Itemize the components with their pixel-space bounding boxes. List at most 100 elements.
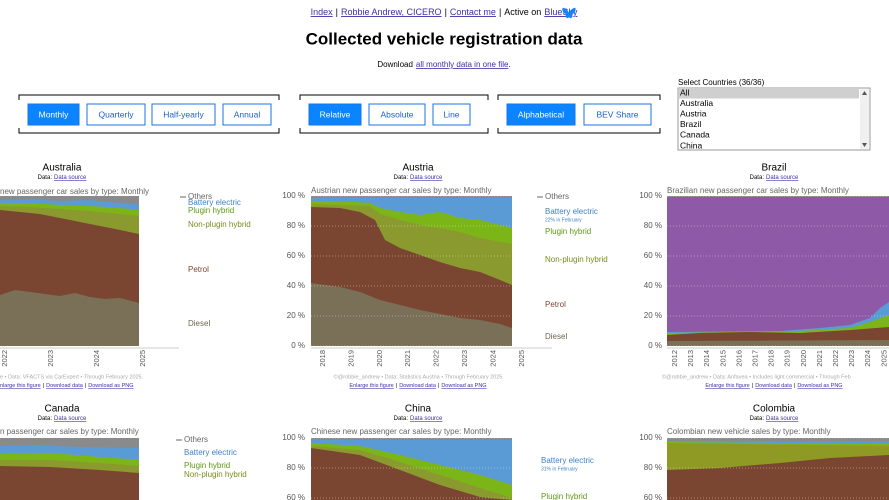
y-tick-label: 100 % <box>639 433 662 442</box>
download-link[interactable]: all monthly data in one file <box>416 60 509 69</box>
source-link[interactable]: Data source <box>54 175 87 181</box>
panel-link[interactable]: Download as PNG <box>441 383 486 389</box>
panel-footer: e • Data: VFACTS via CarExpert • Through… <box>0 374 142 380</box>
toggle-button[interactable] <box>368 103 426 126</box>
source-label: Data: <box>750 175 765 181</box>
x-tick-label: 2019 <box>783 350 792 367</box>
panel-link[interactable]: Enlarge this figure <box>349 383 393 389</box>
toggle-button[interactable] <box>222 103 272 126</box>
x-tick-label: 2012 <box>670 350 679 367</box>
x-tick-label: 2024 <box>92 350 101 367</box>
source-link[interactable]: Data source <box>54 416 87 422</box>
toggle-button-label[interactable]: Monthly <box>39 109 70 119</box>
panel-title: Australia <box>43 163 82 174</box>
panel-link[interactable]: Download as PNG <box>88 383 133 389</box>
legend-label: Non-plugin hybrid <box>545 255 608 264</box>
panel-footer: ©@robbie_andrew • Data: Statistics Austr… <box>334 373 503 380</box>
panel-subtitle: Colombian new vehicle sales by type: Mon… <box>667 427 831 436</box>
panel-subtitle: n passenger car sales by type: Monthly <box>0 427 139 436</box>
select-option[interactable]: Austria <box>680 108 707 118</box>
toggle-button[interactable] <box>86 103 146 126</box>
panel-links: Enlarge this figure | Download data | Downlo… <box>349 383 486 389</box>
y-tick-label: 40 % <box>644 281 662 290</box>
legend-label: Plugin hybrid <box>184 461 230 470</box>
toggle-button-label[interactable]: Line <box>443 109 459 119</box>
y-tick-label: 100 % <box>282 433 305 442</box>
toggle-button[interactable] <box>27 103 80 126</box>
x-tick-label: 2025 <box>517 350 526 367</box>
toggle-button-label[interactable]: Relative <box>320 109 351 119</box>
panel-link[interactable]: Enlarge this figure <box>705 383 749 389</box>
panel-title: Colombia <box>753 404 796 415</box>
y-tick-label: 0 % <box>648 341 662 350</box>
legend-label: Diesel <box>545 332 567 341</box>
panel-source: Data: Data source <box>394 175 443 181</box>
panel-title: Canada <box>44 404 79 415</box>
y-tick-label: 0 % <box>291 341 305 350</box>
legend-label: Battery electric <box>545 207 598 216</box>
toggle-button[interactable] <box>432 103 471 126</box>
toggle-button-label[interactable]: Half-yearly <box>163 109 204 119</box>
panel-link[interactable]: Download data <box>755 383 793 389</box>
panel-subtitle: Chinese new passenger car sales by type:… <box>311 427 492 436</box>
source-link[interactable]: Data source <box>766 175 799 181</box>
area-colombia <box>667 438 889 500</box>
toggle-button[interactable] <box>506 103 576 126</box>
panel-footer: ©@robbie_andrew • Data: Anfavea • Includ… <box>662 373 851 380</box>
nav-link[interactable]: Index <box>311 7 334 17</box>
x-tick-label: 2017 <box>750 350 759 367</box>
select-label: Select Countries (36/36) <box>678 78 765 87</box>
x-tick-label: 2023 <box>847 350 856 367</box>
toggle-button-label[interactable]: Absolute <box>380 109 413 119</box>
y-tick-label: 60 % <box>644 251 662 260</box>
nav-separator: | <box>336 7 338 17</box>
legend-label: Others <box>188 192 212 201</box>
select-option[interactable]: Canada <box>680 130 710 140</box>
source-link[interactable]: Data source <box>410 416 443 422</box>
y-tick-label: 100 % <box>639 191 662 200</box>
toggle-button-label[interactable]: BEV Share <box>596 109 638 119</box>
page-title: Collected vehicle registration data <box>306 29 583 48</box>
x-tick-label: 2022 <box>831 350 840 367</box>
nav-link[interactable]: Robbie Andrew, CICERO <box>341 7 442 17</box>
legend-label: Non-plugin hybrid <box>184 470 247 479</box>
toggle-button[interactable] <box>308 103 362 126</box>
toggle-button-label[interactable]: Alphabetical <box>518 109 564 119</box>
x-tick-label: 2018 <box>318 350 327 367</box>
select-option[interactable]: Brazil <box>680 119 701 129</box>
legend-label: Non-plugin hybrid <box>188 220 251 229</box>
x-tick-label: 2021 <box>815 350 824 367</box>
select-option[interactable]: China <box>680 140 702 150</box>
legend-note: 31% in February <box>541 466 578 472</box>
y-tick-label: 80 % <box>287 221 305 230</box>
toggle-button[interactable] <box>151 103 216 126</box>
legend-label: Battery electric <box>184 448 237 457</box>
button-group-bracket <box>497 94 661 134</box>
panel-subtitle: new passenger car sales by type: Monthly <box>0 187 149 196</box>
panel-link[interactable]: Download data <box>399 383 437 389</box>
nav-link[interactable]: Contact me <box>450 7 496 17</box>
panel-title: Austria <box>402 163 434 174</box>
select-option[interactable]: Australia <box>680 98 713 108</box>
select-option[interactable]: All <box>680 87 690 97</box>
link-separator: | <box>396 383 397 389</box>
panel-link[interactable]: Download as PNG <box>797 383 842 389</box>
download-line: Download all monthly data in one file. <box>377 60 510 69</box>
panel-link[interactable]: nlarge this figure <box>0 383 41 389</box>
legend-label: Others <box>545 192 569 201</box>
legend-label: Plugin hybrid <box>188 206 234 215</box>
toggle-button-label[interactable]: Quarterly <box>99 109 135 119</box>
x-tick-label: 2020 <box>375 350 384 367</box>
nav-link[interactable]: BlueSky <box>544 7 578 17</box>
x-tick-label: 2025 <box>138 350 147 367</box>
toggle-button-label[interactable]: Annual <box>234 109 261 119</box>
button-group-bracket <box>18 94 280 134</box>
panel-link[interactable]: Download data <box>46 383 84 389</box>
panel-source: Data: Data source <box>38 416 87 422</box>
source-link[interactable]: Data source <box>766 416 799 422</box>
toggle-button[interactable] <box>583 103 652 126</box>
area-australia <box>0 196 139 346</box>
panel-subtitle: Brazilian new passenger car sales by typ… <box>667 186 849 195</box>
source-link[interactable]: Data source <box>410 175 443 181</box>
x-tick-label: 2024 <box>863 350 872 367</box>
